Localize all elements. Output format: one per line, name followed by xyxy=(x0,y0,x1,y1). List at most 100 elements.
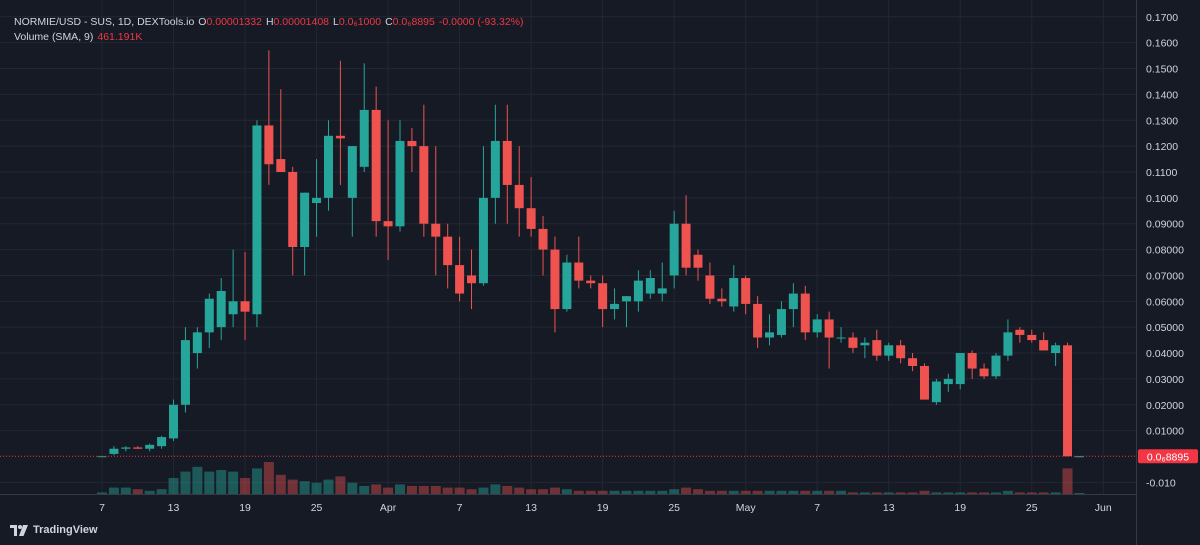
candle[interactable] xyxy=(288,166,298,276)
candle[interactable] xyxy=(955,353,965,390)
candle[interactable] xyxy=(1039,332,1049,351)
candle[interactable] xyxy=(538,215,548,276)
candle[interactable] xyxy=(240,252,250,341)
candle[interactable] xyxy=(872,329,882,361)
candle-body xyxy=(419,146,429,224)
price-axis[interactable]: 0.1700 0.1600 0.1500 0.1400 0.1300 0.1200 0.11… xyxy=(1146,12,1184,490)
candle[interactable] xyxy=(216,278,226,341)
candle[interactable] xyxy=(276,89,286,172)
candle[interactable] xyxy=(526,177,536,237)
volume-study-label[interactable]: Volume (SMA, 9) xyxy=(14,31,94,43)
candle[interactable] xyxy=(133,446,143,449)
candle-body xyxy=(467,275,477,284)
tradingview-brand[interactable]: TradingView xyxy=(10,524,98,536)
time-axis[interactable]: 7 13 19 25 Apr 7 13 19 25 May 7 13 19 25 Jun xyxy=(99,502,1112,514)
candle[interactable] xyxy=(812,314,822,338)
candle[interactable] xyxy=(979,363,989,379)
volume-bar xyxy=(168,478,179,494)
candle[interactable] xyxy=(860,337,870,359)
candle[interactable] xyxy=(645,270,655,299)
candle[interactable] xyxy=(1027,329,1037,343)
candle[interactable] xyxy=(776,301,786,338)
grid-lines xyxy=(0,0,1137,545)
candle[interactable] xyxy=(443,223,453,289)
candle[interactable] xyxy=(228,249,238,328)
candle[interactable] xyxy=(514,146,524,237)
candle[interactable] xyxy=(550,236,560,333)
candle[interactable] xyxy=(848,332,858,354)
candle[interactable] xyxy=(967,350,977,379)
candle[interactable] xyxy=(681,195,691,276)
price-axis-tick-label: 0.08000 xyxy=(1146,245,1184,257)
candle[interactable] xyxy=(192,327,202,369)
candle-body xyxy=(1063,345,1073,457)
volume-bar xyxy=(156,489,167,494)
candle[interactable] xyxy=(1015,327,1025,343)
candle[interactable] xyxy=(788,283,798,328)
candle[interactable] xyxy=(467,249,477,310)
candle[interactable] xyxy=(204,293,214,348)
candle[interactable] xyxy=(455,236,465,302)
candle[interactable] xyxy=(824,311,834,369)
candle[interactable] xyxy=(1051,342,1061,366)
candle[interactable] xyxy=(729,265,739,312)
candle[interactable] xyxy=(705,262,715,304)
candle[interactable] xyxy=(765,314,775,346)
candle[interactable] xyxy=(562,254,572,312)
volume-bar xyxy=(681,487,692,494)
current-price-tag[interactable] xyxy=(1138,449,1198,464)
candle[interactable] xyxy=(419,104,429,237)
candle[interactable] xyxy=(502,104,512,224)
candle[interactable] xyxy=(407,128,417,172)
candle[interactable] xyxy=(371,86,381,237)
candle[interactable] xyxy=(669,210,679,289)
candle[interactable] xyxy=(586,275,596,289)
candle[interactable] xyxy=(991,353,1001,379)
candle[interactable] xyxy=(943,373,953,392)
candle[interactable] xyxy=(312,159,322,237)
candle[interactable] xyxy=(347,146,357,237)
candle[interactable] xyxy=(1074,455,1084,458)
candle[interactable] xyxy=(896,340,906,364)
candle[interactable] xyxy=(1063,342,1073,457)
candle[interactable] xyxy=(431,146,441,276)
candle[interactable] xyxy=(264,50,274,185)
candle[interactable] xyxy=(323,120,333,211)
candlestick-series[interactable] xyxy=(97,50,1084,458)
candle[interactable] xyxy=(800,285,810,341)
candle[interactable] xyxy=(478,146,488,286)
candle[interactable] xyxy=(657,262,667,302)
candle[interactable] xyxy=(919,363,929,400)
candle[interactable] xyxy=(383,120,393,260)
symbol-title[interactable]: NORMIE/USD - SUS, 1D, DEXTools.io xyxy=(14,16,195,28)
candle[interactable] xyxy=(908,353,918,372)
candle[interactable] xyxy=(490,104,500,224)
candle[interactable] xyxy=(836,327,846,343)
candle[interactable] xyxy=(252,120,262,328)
candle[interactable] xyxy=(574,236,584,289)
candle[interactable] xyxy=(598,275,608,328)
candle[interactable] xyxy=(717,288,727,307)
volume-bars xyxy=(97,462,1085,494)
candle[interactable] xyxy=(931,378,941,405)
candle[interactable] xyxy=(610,288,620,320)
candle[interactable] xyxy=(741,275,751,315)
candle[interactable] xyxy=(109,446,119,456)
candle[interactable] xyxy=(621,296,631,328)
candle[interactable] xyxy=(884,342,894,361)
candle[interactable] xyxy=(693,249,703,281)
candle[interactable] xyxy=(395,120,405,232)
candle[interactable] xyxy=(359,63,369,172)
candle[interactable] xyxy=(1003,319,1013,361)
candle[interactable] xyxy=(300,192,310,276)
candle[interactable] xyxy=(157,435,167,449)
candle[interactable] xyxy=(145,443,155,452)
candle-body xyxy=(955,353,965,385)
candle[interactable] xyxy=(633,270,643,312)
candle[interactable] xyxy=(335,60,345,185)
candle[interactable] xyxy=(121,446,131,452)
candle[interactable] xyxy=(169,399,179,441)
candle[interactable] xyxy=(753,296,763,348)
candle[interactable] xyxy=(180,327,190,413)
